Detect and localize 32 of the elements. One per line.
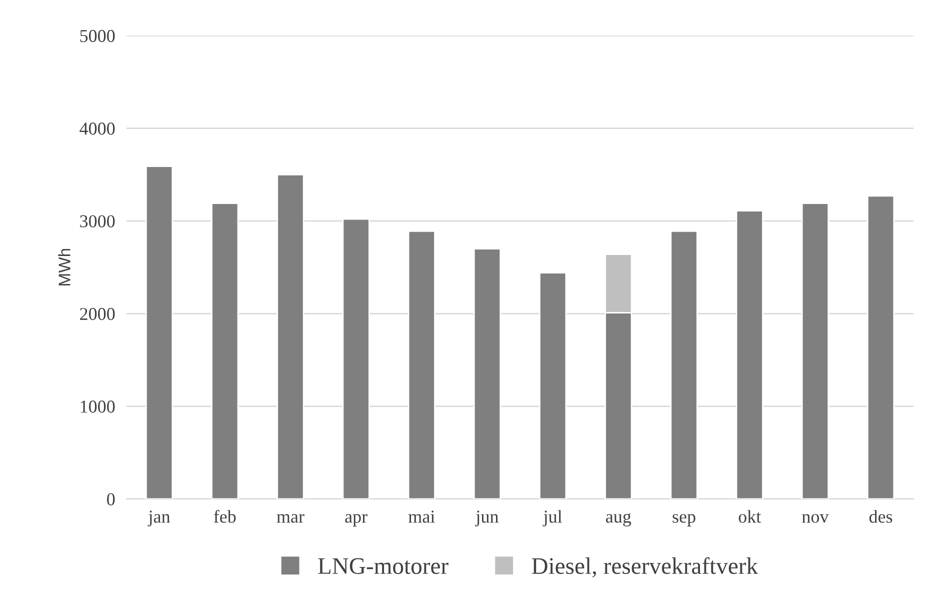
x-tick-label: apr xyxy=(345,514,368,526)
y-tick-label: 3000 xyxy=(80,215,115,228)
x-tick-label: feb xyxy=(214,510,236,523)
x-tick-label: jan xyxy=(148,510,170,526)
bar xyxy=(145,166,174,499)
legend-label: Diesel, reservekraftverk xyxy=(532,557,758,578)
x-tick-label: nov xyxy=(802,514,829,523)
bar xyxy=(211,202,239,499)
bar xyxy=(670,230,698,499)
x-tick-label: aug xyxy=(606,513,632,526)
bar xyxy=(342,218,370,499)
bar xyxy=(539,272,567,499)
x-tick-label: jul xyxy=(542,510,562,526)
x-tick-label: sep xyxy=(672,514,696,526)
bar xyxy=(473,248,502,499)
y-tick-label: 4000 xyxy=(80,122,115,135)
y-tick-label: 0 xyxy=(107,493,115,506)
y-tick-label: 1000 xyxy=(80,400,115,413)
x-tick-label: jun xyxy=(475,510,499,526)
y-tick-label: 2000 xyxy=(80,308,115,320)
legend-label: LNG-motorer xyxy=(318,558,448,574)
x-tick-label: des xyxy=(869,510,892,523)
y-axis-title: MWh xyxy=(58,248,70,286)
x-tick-label: okt xyxy=(738,510,762,523)
y-tick-label: 5000 xyxy=(80,30,115,42)
bar xyxy=(736,210,764,499)
bar xyxy=(866,195,895,499)
bar xyxy=(408,230,436,499)
bar xyxy=(276,174,304,499)
x-tick-label: mai xyxy=(408,510,435,523)
bar xyxy=(801,202,830,499)
x-tick-label: mar xyxy=(276,514,304,523)
